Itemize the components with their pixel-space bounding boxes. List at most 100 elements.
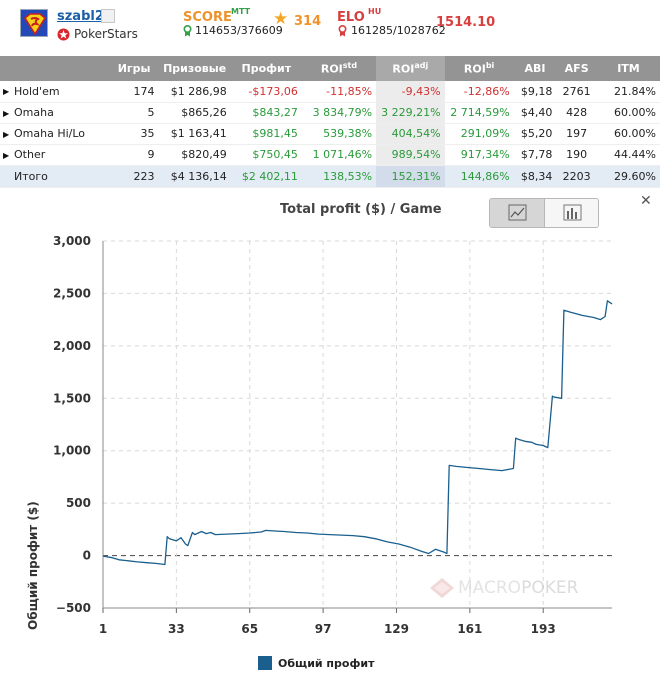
user-avatar[interactable]: [20, 9, 48, 37]
row-name[interactable]: ▶ Omaha Hi/Lo: [0, 123, 110, 145]
elo-value: 1514.10: [436, 15, 496, 30]
rank-medal-icon: [183, 25, 192, 37]
cell-games: 9: [109, 144, 159, 166]
cell-roi-bi: 917,34%: [444, 144, 514, 166]
cell-abi: $5,20: [513, 123, 557, 145]
profile-header: szabl2 PokerStars SCORE MTT 114653/37660…: [0, 0, 660, 54]
username-link[interactable]: szabl2: [57, 9, 104, 24]
expand-arrow-icon[interactable]: ▶: [3, 150, 10, 160]
y-tick-label: 0: [83, 549, 91, 563]
cell-roi-bi: 2 714,59%: [444, 102, 514, 124]
cell-roi-std: 3 834,79%: [301, 102, 377, 124]
cell-afs: 428: [556, 102, 597, 124]
cell-games: 5: [109, 102, 159, 124]
header-roi-std[interactable]: ROIstd: [301, 56, 377, 81]
cell-prizes: $820,49: [158, 144, 231, 166]
total-games: 223: [109, 165, 159, 188]
row-name-label: Omaha Hi/Lo: [14, 127, 86, 140]
header-roi-adj[interactable]: ROIadj: [376, 56, 445, 81]
total-prizes: $4 136,14: [158, 165, 231, 188]
close-icon[interactable]: ✕: [640, 193, 652, 209]
cell-afs: 197: [556, 123, 597, 145]
header-abi[interactable]: ABI: [513, 56, 557, 81]
line-chart-icon: [508, 204, 527, 221]
row-name-label: Omaha: [14, 106, 54, 119]
y-tick-label: 500: [66, 496, 91, 510]
cell-profit: $981,45: [230, 123, 302, 145]
cell-prizes: $1 163,41: [158, 123, 231, 145]
table-row[interactable]: ▶ Omaha 5 $865,26 $843,27 3 834,79% 3 229…: [0, 102, 660, 124]
chart-axes: [102, 241, 612, 613]
header-roi-std-sup: std: [342, 61, 358, 71]
cell-roi-adj: 404,54%: [376, 123, 445, 145]
legend-swatch: [258, 656, 272, 670]
cell-afs: 190: [556, 144, 597, 166]
x-tick-label: 1: [99, 622, 107, 636]
profile-card-icon[interactable]: [101, 9, 115, 23]
bar-chart-button[interactable]: [545, 199, 598, 227]
total-itm: 29.60%: [596, 165, 660, 188]
cell-abi: $9,18: [513, 81, 557, 103]
chart-title: Total profit ($) / Game: [280, 202, 442, 217]
cell-roi-adj: -9,43%: [376, 81, 445, 103]
pokerstars-logo-icon: [57, 28, 70, 41]
cell-profit: $843,27: [230, 102, 302, 124]
header-games[interactable]: Игры: [109, 56, 159, 81]
header-afs[interactable]: AFS: [556, 56, 597, 81]
header-itm[interactable]: ITM: [596, 56, 660, 81]
expand-arrow-icon[interactable]: ▶: [3, 87, 10, 96]
cell-roi-std: 539,38%: [301, 123, 377, 145]
header-prizes[interactable]: Призовые: [158, 56, 231, 81]
x-tick-label: 97: [315, 622, 332, 636]
cell-roi-bi: -12,86%: [444, 81, 514, 103]
table-total-row: Итого 223 $4 136,14 $2 402,11 138,53% 15…: [0, 165, 660, 188]
x-axis-ticks: 1 33 65 97 129 161 193: [99, 622, 556, 636]
table-row[interactable]: ▶ Omaha Hi/Lo 35 $1 163,41 $981,45 539,38…: [0, 123, 660, 145]
table-row[interactable]: ▶ Hold'em 174 $1 286,98 -$173,06 -11,85% …: [0, 81, 660, 103]
row-name[interactable]: ▶ Hold'em: [0, 81, 110, 103]
legend-label: Общий профит: [278, 657, 375, 670]
cell-prizes: $1 286,98: [158, 81, 231, 103]
cell-afs: 2761: [556, 81, 597, 103]
row-name[interactable]: ▶ Omaha: [0, 102, 110, 124]
series-line-total-profit: [102, 300, 613, 566]
watermark-macro: MACRO: [458, 578, 522, 598]
y-tick-label: 2,500: [53, 286, 91, 300]
table-header-row: Игры Призовые Профит ROIstd ROIadj ROIbi…: [0, 56, 660, 81]
y-tick-label: 1,000: [53, 444, 91, 458]
chart-series: [102, 300, 613, 566]
line-chart-button[interactable]: [490, 199, 545, 227]
cell-games: 174: [109, 81, 159, 103]
score-sup: MTT: [231, 7, 251, 16]
total-name: Итого: [0, 165, 110, 188]
expand-arrow-icon[interactable]: ▶: [3, 108, 10, 118]
macropoker-watermark: MACROPOKER: [428, 576, 598, 600]
y-tick-label: 1,500: [53, 391, 91, 405]
total-abi: $8,34: [513, 165, 557, 188]
header-profit[interactable]: Профит: [230, 56, 302, 81]
table-row[interactable]: ▶ Other 9 $820,49 $750,45 1 071,46% 989,5…: [0, 144, 660, 166]
cell-roi-adj: 989,54%: [376, 144, 445, 166]
cell-games: 35: [109, 123, 159, 145]
expand-arrow-icon[interactable]: ▶: [3, 129, 10, 139]
chart-type-toggle: [489, 198, 599, 228]
cell-profit: $750,45: [230, 144, 302, 166]
header-roi-bi[interactable]: ROIbi: [444, 56, 514, 81]
score-rank: 114653/376609: [195, 24, 283, 37]
x-tick-label: 129: [384, 622, 409, 636]
row-name[interactable]: ▶ Other: [0, 144, 110, 166]
cell-itm: 44.44%: [596, 144, 660, 166]
cell-itm: 60.00%: [596, 102, 660, 124]
profit-line-chart: −500 0 500 1,000 1,500 2,000 2,500 3,000 1 33 65 9…: [53, 234, 613, 636]
y-tick-label: 3,000: [53, 234, 91, 248]
x-tick-label: 193: [531, 622, 556, 636]
stats-table: Игры Призовые Профит ROIstd ROIadj ROIbi…: [0, 56, 660, 188]
elo-rank-medal-icon: [338, 25, 347, 37]
header-roi-bi-sup: bi: [485, 61, 495, 71]
superman-logo-icon: [21, 10, 47, 36]
x-tick-label: 161: [457, 622, 482, 636]
cell-abi: $7,78: [513, 144, 557, 166]
watermark-text: MACROPOKER: [458, 578, 578, 598]
cell-profit: -$173,06: [230, 81, 302, 103]
cell-roi-std: -11,85%: [301, 81, 377, 103]
